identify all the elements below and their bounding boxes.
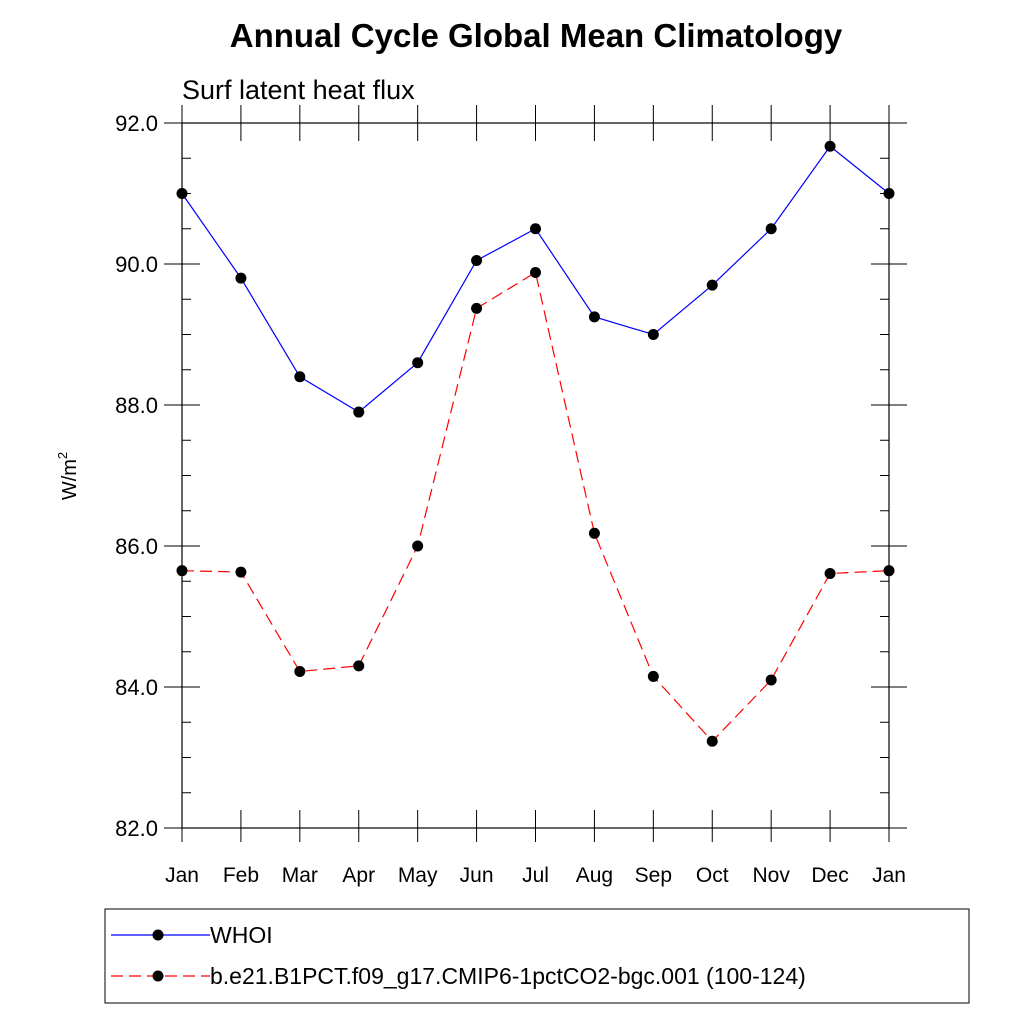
series-0-point <box>294 371 306 383</box>
series-0-point <box>353 406 365 418</box>
x-tick-label: Jul <box>522 864 549 887</box>
series-1-point <box>471 302 483 314</box>
series-layer <box>176 140 895 747</box>
series-0-point <box>471 254 483 266</box>
y-axis-label: W/m2 <box>55 452 81 500</box>
series-1-point <box>235 566 247 578</box>
series-1-point <box>353 660 365 672</box>
x-tick-label: Sep <box>635 864 672 887</box>
series-line-1 <box>181 271 890 743</box>
x-tick-label: Oct <box>696 864 729 887</box>
y-tick-label: 84.0 <box>115 675 158 700</box>
series-1-point <box>647 670 659 682</box>
series-0-point <box>647 329 659 340</box>
y-axis-label-superscript: 2 <box>55 452 70 459</box>
x-tick-label: Mar <box>282 864 318 887</box>
series-line-0 <box>181 145 890 413</box>
legend-box <box>104 908 970 1004</box>
y-tick-label: 92.0 <box>115 111 158 136</box>
y-tick-label: 88.0 <box>115 393 158 418</box>
y-tick-label: 90.0 <box>115 252 158 277</box>
series-0-point <box>588 311 600 323</box>
series-1-point <box>765 674 777 686</box>
legend-label-0: WHOI <box>210 922 273 948</box>
x-tick-label: Jun <box>460 864 494 887</box>
y-tick-label: 86.0 <box>115 534 158 559</box>
y-tick-label: 82.0 <box>115 816 158 841</box>
series-0-point <box>706 279 718 291</box>
series-1-point <box>530 266 541 278</box>
svg-text:W/m2: W/m2 <box>55 452 81 500</box>
x-tick-label: Jan <box>872 864 906 887</box>
series-0-point <box>530 223 541 235</box>
x-tick-label: May <box>398 864 438 887</box>
series-1-point <box>824 567 836 579</box>
series-0-point <box>765 223 777 235</box>
chart-subtitle: Surf latent heat flux <box>182 75 415 105</box>
x-tick-label: Apr <box>342 864 375 887</box>
series-0-point <box>235 272 247 284</box>
x-tick-label: Aug <box>576 864 613 887</box>
plot-frame <box>181 122 890 829</box>
x-tick-label: Jan <box>165 864 199 887</box>
series-1-point <box>294 665 306 677</box>
x-tick-label: Nov <box>752 864 790 887</box>
series-1-point <box>412 540 424 552</box>
legend-label-1: b.e21.B1PCT.f09_g17.CMIP6-1pctCO2-bgc.00… <box>210 963 806 989</box>
x-tick-label: Feb <box>223 864 259 887</box>
series-1-point <box>588 527 600 539</box>
legend-marker-0 <box>152 929 164 941</box>
series-0-point <box>412 357 424 369</box>
y-axis-label-text: W/m <box>59 459 81 500</box>
series-0-point <box>824 140 836 152</box>
legend-marker-1 <box>152 970 164 982</box>
chart-title: Annual Cycle Global Mean Climatology <box>230 17 843 54</box>
plot-axes: 82.0 84.0 86.0 88.0 90.0 92.0 Jan Feb Mar Apr May J… <box>115 105 907 887</box>
series-1-point <box>706 735 718 747</box>
legend: WHOI b.e21.B1PCT.f09_g17.CMIP6-1pctCO2-bg… <box>111 922 806 989</box>
x-tick-label: Dec <box>811 864 848 887</box>
